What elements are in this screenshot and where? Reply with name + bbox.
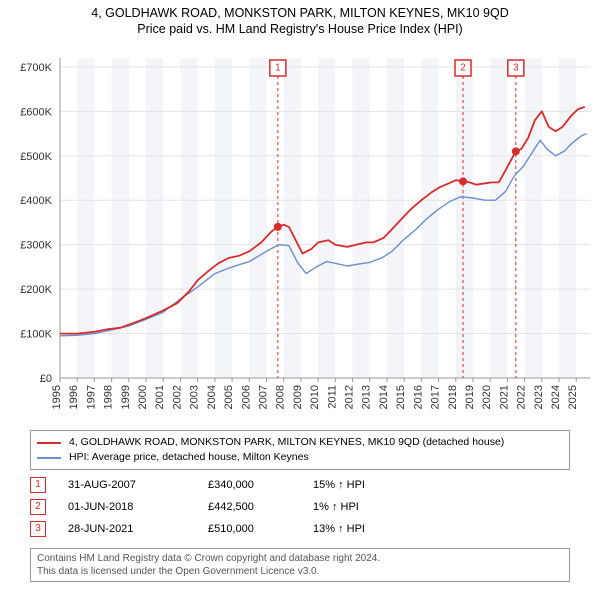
event-date: 31-AUG-2007 [68, 479, 208, 491]
svg-text:2020: 2020 [481, 385, 493, 409]
legend-item-hpi: HPI: Average price, detached house, Milt… [37, 450, 563, 465]
svg-text:2009: 2009 [292, 385, 304, 409]
event-list: 1 31-AUG-2007 £340,000 15% ↑ HPI 2 01-JU… [30, 474, 570, 540]
svg-text:2021: 2021 [498, 385, 510, 409]
event-badge: 3 [30, 521, 46, 537]
event-row: 2 01-JUN-2018 £442,500 1% ↑ HPI [30, 496, 570, 518]
svg-text:2019: 2019 [464, 385, 476, 409]
svg-text:1998: 1998 [103, 385, 115, 409]
footer-line-2: This data is licensed under the Open Gov… [37, 565, 563, 578]
svg-text:2015: 2015 [395, 385, 407, 409]
svg-text:1995: 1995 [51, 385, 63, 409]
event-pct: 1% ↑ HPI [313, 501, 423, 513]
event-pct: 13% ↑ HPI [313, 523, 423, 535]
event-price: £442,500 [208, 501, 313, 513]
svg-text:2011: 2011 [326, 385, 338, 409]
event-pct: 15% ↑ HPI [313, 479, 423, 491]
event-price: £340,000 [208, 479, 313, 491]
svg-text:£400K: £400K [20, 195, 52, 207]
svg-text:£700K: £700K [20, 62, 52, 74]
legend-item-property: 4, GOLDHAWK ROAD, MONKSTON PARK, MILTON … [37, 435, 563, 450]
footer-attribution: Contains HM Land Registry data © Crown c… [30, 548, 570, 582]
svg-text:2004: 2004 [206, 385, 218, 409]
legend-swatch-property [37, 442, 61, 444]
svg-text:2008: 2008 [275, 385, 287, 409]
svg-text:2005: 2005 [223, 385, 235, 409]
event-badge: 1 [30, 477, 46, 493]
svg-text:2023: 2023 [533, 385, 545, 409]
svg-text:2014: 2014 [378, 385, 390, 409]
svg-text:1997: 1997 [85, 385, 97, 409]
svg-text:2024: 2024 [550, 385, 562, 409]
title-line-1: 4, GOLDHAWK ROAD, MONKSTON PARK, MILTON … [0, 6, 600, 20]
svg-text:3: 3 [513, 63, 519, 74]
svg-text:2003: 2003 [189, 385, 201, 409]
svg-text:1999: 1999 [120, 385, 132, 409]
chart-title: 4, GOLDHAWK ROAD, MONKSTON PARK, MILTON … [0, 0, 600, 36]
event-row: 1 31-AUG-2007 £340,000 15% ↑ HPI [30, 474, 570, 496]
svg-text:2017: 2017 [430, 385, 442, 409]
event-badge: 2 [30, 499, 46, 515]
svg-text:2: 2 [460, 63, 466, 74]
event-row: 3 28-JUN-2021 £510,000 13% ↑ HPI [30, 518, 570, 540]
svg-text:1996: 1996 [68, 385, 80, 409]
svg-text:2007: 2007 [257, 385, 269, 409]
svg-text:2022: 2022 [516, 385, 528, 409]
chart-area: £0 £100K £200K £300K £400K £500K £600K £700K 199… [0, 48, 600, 418]
legend-swatch-hpi [37, 457, 61, 459]
svg-text:£100K: £100K [20, 329, 52, 341]
svg-text:2000: 2000 [137, 385, 149, 409]
event-date: 01-JUN-2018 [68, 501, 208, 513]
svg-text:2006: 2006 [240, 385, 252, 409]
svg-text:2018: 2018 [447, 385, 459, 409]
svg-text:2012: 2012 [344, 385, 356, 409]
svg-text:£200K: £200K [20, 284, 52, 296]
svg-text:£0: £0 [40, 373, 52, 385]
legend-label-hpi: HPI: Average price, detached house, Milt… [69, 450, 309, 465]
svg-text:2025: 2025 [567, 385, 579, 409]
line-chart-svg: £0 £100K £200K £300K £400K £500K £600K £700K 199… [0, 48, 600, 418]
svg-text:2010: 2010 [309, 385, 321, 409]
legend: 4, GOLDHAWK ROAD, MONKSTON PARK, MILTON … [30, 430, 570, 470]
svg-text:2002: 2002 [171, 385, 183, 409]
svg-text:1: 1 [275, 63, 281, 74]
event-price: £510,000 [208, 523, 313, 535]
svg-text:£300K: £300K [20, 240, 52, 252]
svg-text:2001: 2001 [154, 385, 166, 409]
svg-text:£500K: £500K [20, 151, 52, 163]
svg-text:2016: 2016 [412, 385, 424, 409]
footer-line-1: Contains HM Land Registry data © Crown c… [37, 552, 563, 565]
svg-text:2013: 2013 [361, 385, 373, 409]
legend-label-property: 4, GOLDHAWK ROAD, MONKSTON PARK, MILTON … [69, 435, 504, 450]
event-date: 28-JUN-2021 [68, 523, 208, 535]
title-line-2: Price paid vs. HM Land Registry's House … [0, 22, 600, 36]
svg-text:£600K: £600K [20, 106, 52, 118]
